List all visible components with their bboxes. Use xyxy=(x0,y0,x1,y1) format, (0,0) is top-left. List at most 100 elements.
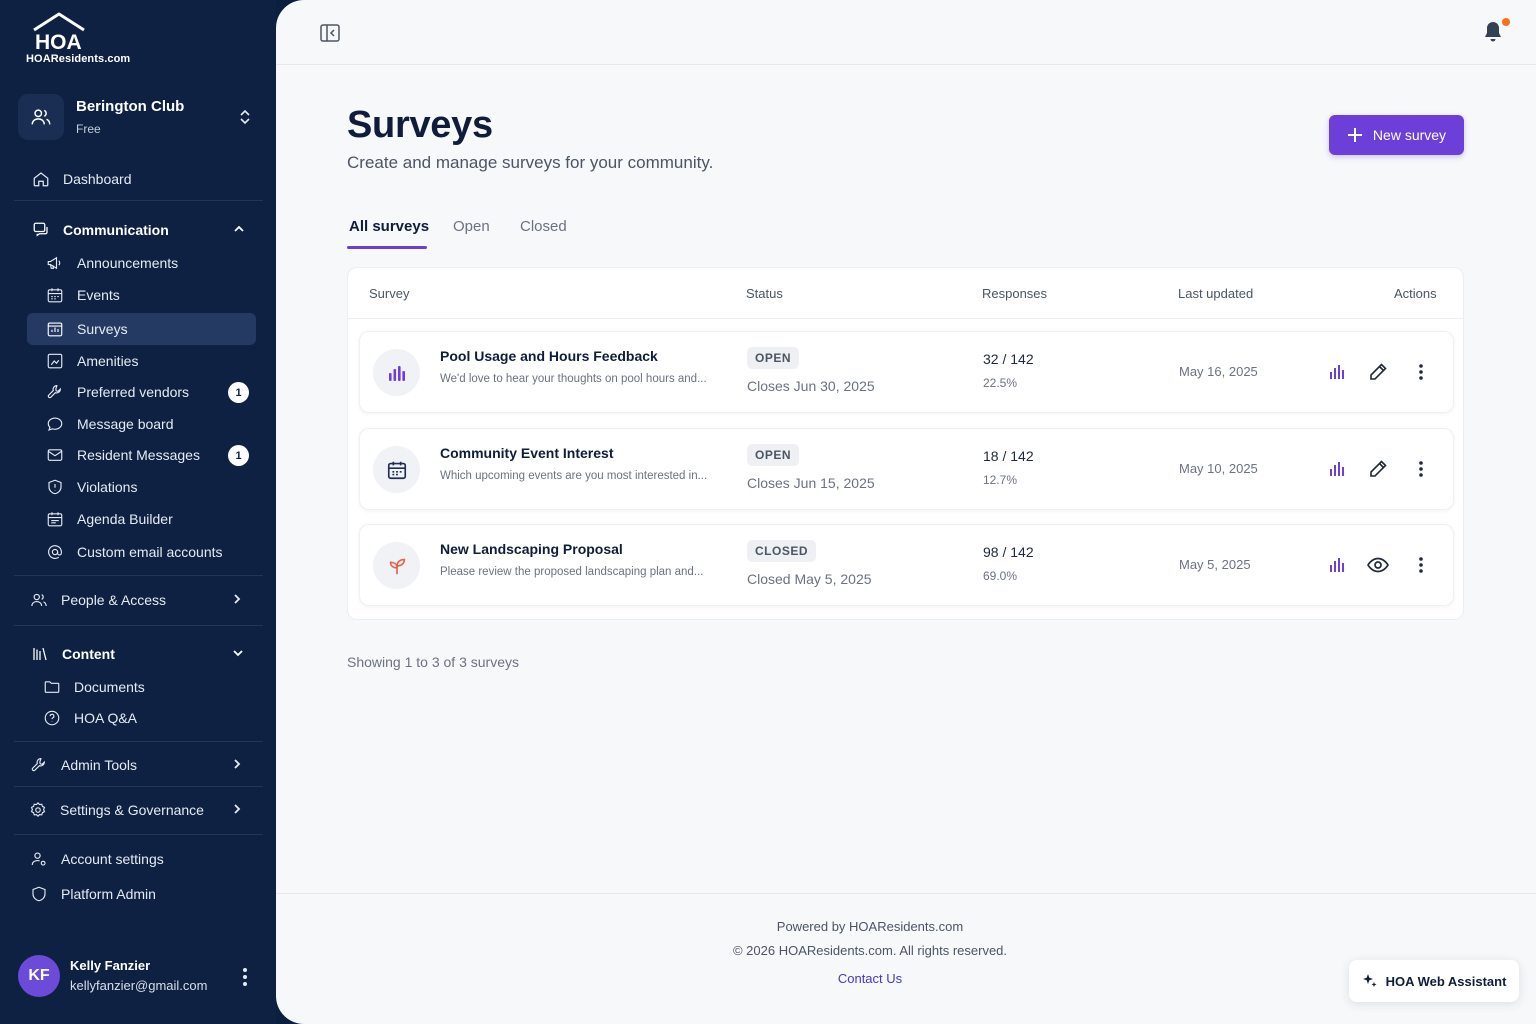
sidebar-item-violations[interactable]: Violations xyxy=(45,477,137,497)
survey-title[interactable]: Community Event Interest xyxy=(440,445,614,461)
sparkle-icon xyxy=(1362,974,1377,987)
sidebar-item-amenities[interactable]: Amenities xyxy=(45,351,138,371)
sidebar-item-label: Events xyxy=(77,287,120,303)
org-switcher[interactable]: Berington Club Free xyxy=(14,88,264,146)
sidebar-item-agenda-builder[interactable]: Agenda Builder xyxy=(45,509,173,529)
sidebar-item-label: Message board xyxy=(77,416,174,432)
sidebar-item-platform-admin[interactable]: Platform Admin xyxy=(29,884,156,904)
sidebar-item-people-access[interactable]: People & Access xyxy=(29,590,263,610)
response-rate: 12.7% xyxy=(983,473,1018,487)
hoa-logo[interactable]: HOA HOAResidents.com xyxy=(26,12,136,68)
sidebar-item-label: Platform Admin xyxy=(61,886,156,902)
divider xyxy=(14,575,263,576)
megaphone-icon xyxy=(45,253,65,273)
results-chart-icon[interactable] xyxy=(1326,361,1348,383)
section-label: Communication xyxy=(63,222,169,238)
sidebar-item-label: Custom email accounts xyxy=(77,544,223,560)
user-profile[interactable]: KF Kelly Fanzier kellyfanzier@gmail.com xyxy=(18,955,268,999)
sidebar-item-label: HOA Q&A xyxy=(74,710,138,726)
edit-pencil-icon[interactable] xyxy=(1367,458,1389,480)
responses-count: 32 / 142 xyxy=(983,351,1034,367)
kebab-menu-icon[interactable] xyxy=(1410,361,1432,383)
sidebar-item-message-board[interactable]: Message board xyxy=(45,414,174,434)
house-logo-icon: HOA xyxy=(33,12,85,52)
status-badge: OPEN xyxy=(747,444,800,466)
hoa-web-assistant-button[interactable]: HOA Web Assistant xyxy=(1349,960,1519,1002)
bell-icon[interactable] xyxy=(1482,20,1504,49)
sidebar-item-events[interactable]: Events xyxy=(45,285,120,305)
sidebar-item-label: Documents xyxy=(74,679,145,695)
survey-description: We'd love to hear your thoughts on pool … xyxy=(440,373,707,385)
collapse-sidebar-icon[interactable] xyxy=(320,24,340,47)
user-email: kellyfanzier@gmail.com xyxy=(70,978,208,993)
header-responses: Responses xyxy=(982,286,1048,301)
status-badge: OPEN xyxy=(747,347,800,369)
sidebar-item-label: Settings & Governance xyxy=(60,802,204,818)
sidebar-section-communication[interactable]: Communication xyxy=(31,220,263,240)
sidebar-item-resident-messages[interactable]: Resident Messages xyxy=(45,445,200,465)
wrench-icon xyxy=(45,382,65,402)
response-rate: 69.0% xyxy=(983,569,1018,583)
responses-count: 98 / 142 xyxy=(983,544,1034,560)
sidebar-item-settings-governance[interactable]: Settings & Governance xyxy=(28,800,263,820)
sidebar-item-hoa-qa[interactable]: HOA Q&A xyxy=(42,708,137,728)
contact-us-link[interactable]: Contact Us xyxy=(837,971,903,986)
eye-icon[interactable] xyxy=(1367,554,1389,576)
survey-title[interactable]: New Landscaping Proposal xyxy=(440,541,623,557)
sidebar-item-account-settings[interactable]: Account settings xyxy=(29,849,164,869)
last-updated: May 10, 2025 xyxy=(1179,461,1258,476)
status-badge: CLOSED xyxy=(747,540,817,562)
chat-icon xyxy=(31,220,51,240)
notification-dot xyxy=(1502,18,1510,26)
sidebar-item-preferred-vendors[interactable]: Preferred vendors xyxy=(45,382,189,402)
sidebar-item-documents[interactable]: Documents xyxy=(42,677,145,697)
page-subtitle: Create and manage surveys for your commu… xyxy=(347,153,714,172)
last-updated: May 5, 2025 xyxy=(1179,557,1251,572)
at-icon xyxy=(45,542,65,562)
sidebar-item-label: Violations xyxy=(77,479,138,495)
kebab-menu-icon[interactable] xyxy=(242,967,248,992)
tab-closed[interactable]: Closed xyxy=(520,218,567,235)
header-actions: Actions xyxy=(1394,286,1437,301)
divider xyxy=(348,318,1463,319)
chevron-updown-icon[interactable] xyxy=(238,108,252,131)
divider xyxy=(14,625,263,626)
chevron-right-icon xyxy=(231,592,243,608)
table-row[interactable]: Pool Usage and Hours Feedback We'd love … xyxy=(359,331,1454,413)
footer-copyright: © 2026 HOAResidents.com. All rights rese… xyxy=(732,943,1008,958)
tab-all-surveys[interactable]: All surveys xyxy=(349,218,430,235)
sidebar-item-label: Dashboard xyxy=(63,171,132,187)
tab-open[interactable]: Open xyxy=(453,218,490,235)
sidebar-item-announcements[interactable]: Announcements xyxy=(45,253,178,273)
sidebar-item-dashboard[interactable]: Dashboard xyxy=(31,169,132,189)
header-status: Status xyxy=(746,286,783,301)
users-icon xyxy=(29,590,49,610)
results-chart-icon[interactable] xyxy=(1326,554,1348,576)
kebab-menu-icon[interactable] xyxy=(1410,554,1432,576)
chevron-down-icon xyxy=(232,646,244,662)
plus-icon xyxy=(1347,128,1362,142)
sidebar-item-surveys[interactable]: Surveys xyxy=(45,319,128,339)
calendar-list-icon xyxy=(45,509,65,529)
new-survey-label: New survey xyxy=(1372,127,1447,143)
edit-pencil-icon[interactable] xyxy=(1367,361,1389,383)
envelope-icon xyxy=(45,445,65,465)
gear-icon xyxy=(28,800,48,820)
divider xyxy=(14,741,263,742)
amenities-icon xyxy=(45,351,65,371)
new-survey-button[interactable]: New survey xyxy=(1329,115,1464,155)
footer-powered: Powered by HOAResidents.com xyxy=(776,919,964,934)
table-row[interactable]: New Landscaping Proposal Please review t… xyxy=(359,524,1454,606)
sidebar-item-admin-tools[interactable]: Admin Tools xyxy=(29,755,263,775)
vendors-count-badge: 1 xyxy=(228,382,249,403)
active-item-highlight xyxy=(27,313,256,345)
org-name: Berington Club xyxy=(76,98,185,115)
table-row[interactable]: Community Event Interest Which upcoming … xyxy=(359,428,1454,510)
sidebar-item-label: Preferred vendors xyxy=(77,384,190,400)
sidebar-section-content[interactable]: Content xyxy=(30,644,263,664)
chevron-right-icon xyxy=(231,757,243,773)
results-chart-icon[interactable] xyxy=(1326,458,1348,480)
survey-title[interactable]: Pool Usage and Hours Feedback xyxy=(440,348,658,364)
sidebar-item-custom-email[interactable]: Custom email accounts xyxy=(45,542,223,562)
kebab-menu-icon[interactable] xyxy=(1410,458,1432,480)
